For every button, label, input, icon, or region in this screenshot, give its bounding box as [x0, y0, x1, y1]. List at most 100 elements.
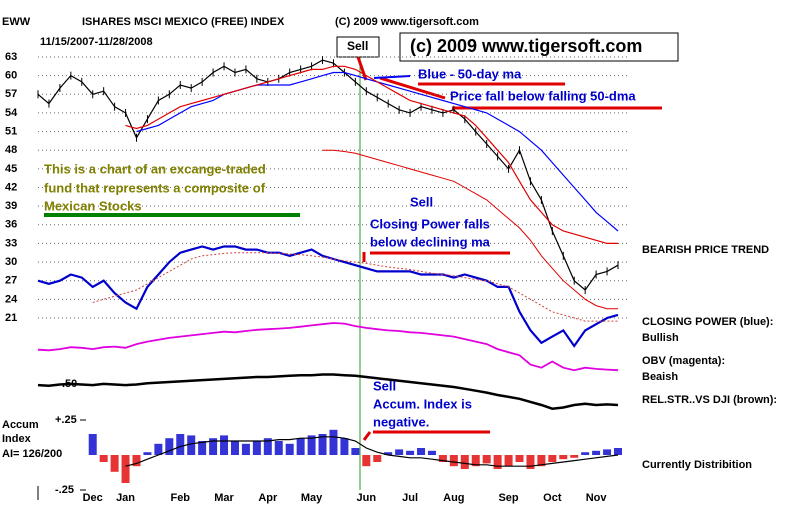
annotation: OBV (magenta):: [642, 355, 725, 367]
accum-bar: [581, 452, 590, 455]
annotation: REL.STR..VS DJI (brown):: [642, 394, 777, 406]
y-tick-label: 39: [5, 200, 17, 212]
y-tick-label: 45: [5, 163, 17, 175]
x-tick-label: Jan: [116, 492, 135, 504]
y-tick-label: 27: [5, 275, 17, 287]
accum-bar: [165, 438, 174, 455]
annotation: fund that represents a composite of: [44, 180, 266, 195]
callouts: [356, 56, 662, 441]
annotation: Sell: [373, 378, 396, 393]
accum-bar: [285, 443, 294, 455]
x-tick-label: Jun: [357, 492, 377, 504]
accum-bar: [592, 450, 601, 455]
annotation: Sell: [410, 194, 433, 209]
annotation: Beaish: [642, 371, 678, 383]
arrow: [362, 431, 372, 441]
accum-bar: [296, 438, 305, 455]
accum-bar: [427, 450, 436, 455]
accum-bar: [614, 448, 622, 455]
accum-bar: [241, 443, 250, 455]
annotation: Price fall below falling 50-dma: [450, 88, 636, 103]
annotation: AI= 126/200: [2, 448, 62, 460]
accum-bar: [340, 438, 349, 455]
series-line: [37, 245, 619, 348]
accum-bar: [274, 441, 283, 455]
accum-bar: [121, 455, 130, 483]
copyright-box: [399, 32, 679, 62]
annotation: Accum: [2, 419, 39, 431]
accum-bar: [143, 452, 152, 455]
series-line: [125, 65, 618, 244]
accum-bar: [318, 434, 327, 455]
accum-bar: [110, 455, 119, 472]
annotation: CLOSING POWER (blue):: [642, 316, 773, 328]
series-line: [322, 149, 618, 310]
accum-bar: [460, 455, 469, 469]
y-tick-label: 54: [5, 107, 18, 119]
accum-bar: [329, 429, 338, 455]
accum-bar: [351, 448, 360, 455]
accum-bar: [209, 438, 218, 455]
accum-bar: [559, 455, 568, 460]
annotation: Blue - 50-day ma: [418, 66, 522, 81]
x-tick-label: Apr: [258, 492, 278, 504]
accum-bar: [515, 455, 524, 462]
annotation: Mexican Stocks: [44, 198, 142, 213]
x-tick-label: Mar: [214, 492, 234, 504]
accum-bar: [384, 452, 393, 455]
accum-bar: [307, 435, 316, 455]
accum-bar: [252, 441, 261, 455]
x-tick-label: Nov: [586, 492, 608, 504]
y-tick-label: 42: [5, 181, 17, 193]
chart-title: ISHARES MSCI MEXICO (FREE) INDEX: [82, 16, 285, 28]
ticker: EWW: [2, 16, 31, 28]
accum-bar: [570, 455, 579, 458]
y-tick-label: 21: [5, 312, 17, 324]
series-line: [37, 373, 619, 410]
accum-bar: [417, 448, 426, 455]
x-tick-label: Oct: [543, 492, 562, 504]
y-tick-label: 24: [5, 293, 18, 305]
x-tick-label: Aug: [443, 492, 464, 504]
series-line: [37, 322, 619, 372]
accum-bar: [154, 443, 163, 455]
accum-bar: [406, 450, 415, 455]
x-tick-label: Feb: [170, 492, 190, 504]
accum-bar: [88, 434, 97, 455]
accum-bar: [395, 449, 404, 455]
accum-bar: [438, 455, 447, 462]
annotation: Index: [2, 433, 32, 445]
y-tick-label: 57: [5, 88, 17, 100]
annotation: .50: [62, 378, 77, 390]
annotation: Sell: [347, 39, 368, 53]
accum-bar: [449, 455, 458, 467]
accum-bar: [493, 455, 502, 469]
accum-bar: [537, 455, 546, 467]
series-line: [92, 252, 618, 322]
annotation: Currently Distribition: [642, 459, 752, 471]
date-range: 11/15/2007-11/28/2008: [40, 36, 153, 48]
annotation: negative.: [373, 414, 429, 429]
accum-bar: [220, 435, 229, 455]
y-tick-label: -.25: [55, 484, 74, 496]
x-tick-label: Dec: [83, 492, 103, 504]
copyright: (C) 2009 www.tigersoft.com: [335, 16, 479, 28]
accum-bar: [132, 455, 141, 467]
annotation: BEARISH PRICE TREND: [642, 244, 769, 256]
y-tick-label: 51: [5, 125, 17, 137]
accum-bar: [176, 434, 185, 455]
accum-bar: [362, 455, 371, 467]
accum-bar: [230, 441, 239, 455]
annotation: below declining ma: [370, 234, 491, 249]
x-tick-label: Sep: [498, 492, 518, 504]
y-tick-label: 48: [5, 144, 17, 156]
y-tick-label: +.25: [55, 414, 77, 426]
accum-bar: [471, 455, 480, 467]
annotation: Bullish: [642, 332, 679, 344]
y-tick-label: 36: [5, 219, 17, 231]
accum-bar: [482, 455, 491, 464]
accum-bar: [526, 455, 535, 469]
annotation: (c) 2009 www.tigersoft.com: [410, 36, 642, 56]
y-tick-label: 30: [5, 256, 17, 268]
